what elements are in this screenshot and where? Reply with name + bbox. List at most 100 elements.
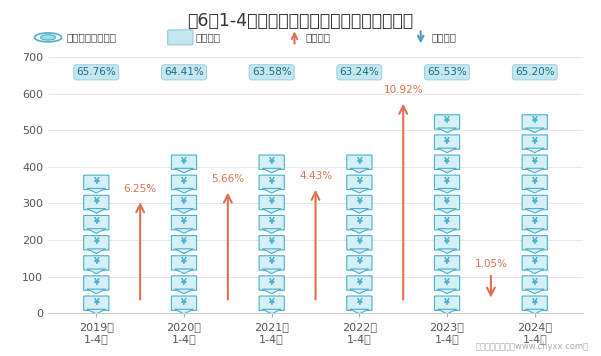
Polygon shape: [262, 269, 281, 273]
FancyBboxPatch shape: [522, 256, 548, 270]
Polygon shape: [525, 289, 544, 294]
Polygon shape: [438, 168, 456, 173]
Polygon shape: [525, 168, 544, 173]
FancyBboxPatch shape: [522, 155, 548, 169]
Polygon shape: [175, 188, 194, 193]
FancyBboxPatch shape: [259, 296, 284, 310]
Polygon shape: [262, 309, 281, 314]
Polygon shape: [262, 249, 281, 253]
Polygon shape: [350, 249, 369, 253]
Polygon shape: [438, 148, 456, 153]
FancyBboxPatch shape: [259, 256, 284, 270]
Polygon shape: [350, 188, 369, 193]
Polygon shape: [262, 188, 281, 193]
Polygon shape: [525, 188, 544, 193]
Polygon shape: [262, 229, 281, 233]
Text: ¥: ¥: [444, 217, 450, 226]
Text: ¥: ¥: [181, 257, 187, 266]
FancyBboxPatch shape: [171, 276, 197, 290]
FancyBboxPatch shape: [259, 195, 284, 210]
FancyBboxPatch shape: [84, 276, 109, 290]
Ellipse shape: [40, 35, 55, 40]
Text: ¥: ¥: [356, 278, 362, 287]
FancyBboxPatch shape: [84, 195, 109, 210]
Text: ¥: ¥: [532, 197, 538, 206]
FancyBboxPatch shape: [347, 276, 372, 290]
Text: ¥: ¥: [356, 157, 362, 166]
FancyBboxPatch shape: [259, 236, 284, 250]
Polygon shape: [87, 249, 106, 253]
Polygon shape: [525, 269, 544, 273]
Text: 同比增加: 同比增加: [305, 32, 331, 42]
Text: ¥: ¥: [93, 257, 99, 266]
Text: ¥: ¥: [356, 257, 362, 266]
Polygon shape: [175, 309, 194, 314]
Polygon shape: [525, 229, 544, 233]
FancyBboxPatch shape: [259, 155, 284, 169]
FancyBboxPatch shape: [168, 30, 193, 45]
Text: ¥: ¥: [93, 298, 99, 307]
FancyBboxPatch shape: [259, 215, 284, 230]
FancyBboxPatch shape: [435, 195, 460, 210]
FancyBboxPatch shape: [522, 195, 548, 210]
FancyBboxPatch shape: [522, 276, 548, 290]
FancyBboxPatch shape: [522, 135, 548, 149]
Polygon shape: [350, 168, 369, 173]
Polygon shape: [438, 188, 456, 193]
Polygon shape: [350, 229, 369, 233]
Polygon shape: [87, 289, 106, 294]
Polygon shape: [438, 269, 456, 273]
Text: ¥: ¥: [93, 177, 99, 186]
Text: ¥: ¥: [444, 116, 450, 125]
FancyBboxPatch shape: [435, 155, 460, 169]
Polygon shape: [350, 289, 369, 294]
Text: 10.92%: 10.92%: [383, 85, 423, 95]
Polygon shape: [175, 168, 194, 173]
FancyBboxPatch shape: [347, 215, 372, 230]
Polygon shape: [438, 289, 456, 294]
Text: ¥: ¥: [532, 237, 538, 246]
Text: ¥: ¥: [444, 257, 450, 266]
FancyBboxPatch shape: [347, 195, 372, 210]
FancyBboxPatch shape: [259, 276, 284, 290]
Text: 累计保费（亿元）: 累计保费（亿元）: [66, 32, 116, 42]
Text: ¥: ¥: [269, 257, 275, 266]
Text: ¥: ¥: [356, 177, 362, 186]
Text: 寿险占比: 寿险占比: [196, 32, 221, 42]
Polygon shape: [525, 209, 544, 213]
Text: ¥: ¥: [269, 157, 275, 166]
FancyBboxPatch shape: [522, 296, 548, 310]
Text: 4.43%: 4.43%: [299, 172, 332, 182]
Polygon shape: [175, 289, 194, 294]
Polygon shape: [175, 229, 194, 233]
Polygon shape: [525, 148, 544, 153]
FancyBboxPatch shape: [171, 296, 197, 310]
FancyBboxPatch shape: [171, 256, 197, 270]
Text: 63.58%: 63.58%: [252, 67, 291, 77]
Text: ¥: ¥: [532, 278, 538, 287]
Polygon shape: [262, 168, 281, 173]
FancyBboxPatch shape: [435, 215, 460, 230]
Polygon shape: [438, 229, 456, 233]
Ellipse shape: [34, 33, 62, 42]
FancyBboxPatch shape: [435, 256, 460, 270]
Text: ¥: ¥: [532, 116, 538, 125]
Text: ¥: ¥: [532, 177, 538, 186]
FancyBboxPatch shape: [435, 296, 460, 310]
Polygon shape: [87, 229, 106, 233]
Polygon shape: [87, 188, 106, 193]
FancyBboxPatch shape: [435, 115, 460, 129]
Text: ¥: ¥: [444, 177, 450, 186]
FancyBboxPatch shape: [435, 276, 460, 290]
FancyBboxPatch shape: [171, 236, 197, 250]
FancyBboxPatch shape: [84, 256, 109, 270]
Polygon shape: [87, 209, 106, 213]
Text: ¥: ¥: [269, 298, 275, 307]
Text: ¥: ¥: [269, 217, 275, 226]
Polygon shape: [438, 249, 456, 253]
Text: ¥: ¥: [93, 197, 99, 206]
Polygon shape: [525, 309, 544, 314]
Text: 同比减少: 同比减少: [432, 32, 457, 42]
Polygon shape: [175, 209, 194, 213]
Polygon shape: [438, 128, 456, 132]
